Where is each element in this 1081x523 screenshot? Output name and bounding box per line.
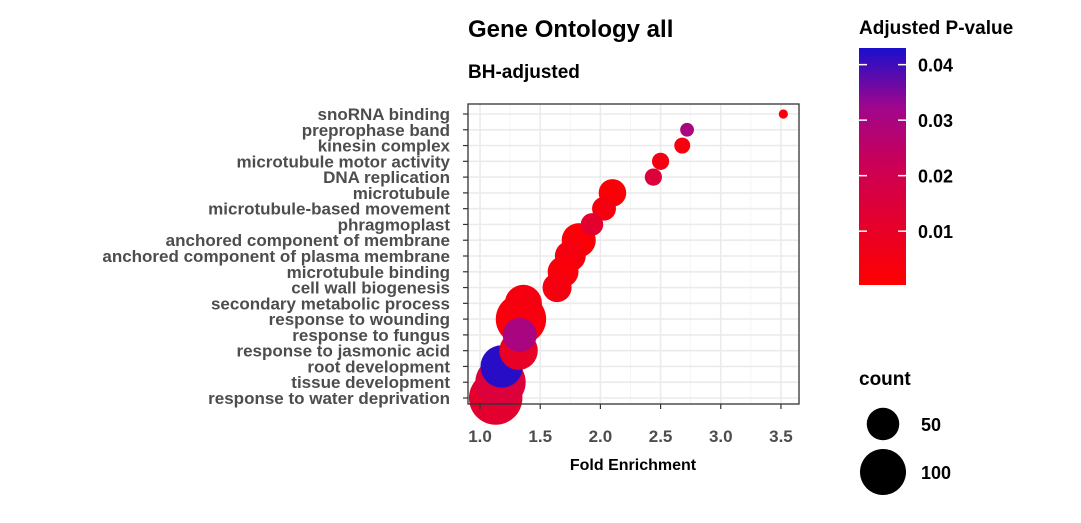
size-legend-dot xyxy=(866,407,900,441)
y-tick-label: microtubule binding xyxy=(287,263,450,282)
x-tick-label: 3.5 xyxy=(769,427,793,446)
y-tick-label: microtubule xyxy=(353,184,450,203)
y-tick-label: preprophase band xyxy=(302,121,450,140)
chart-subtitle: BH-adjusted xyxy=(468,62,580,83)
size-legend: 50 100 xyxy=(860,407,951,495)
y-tick-label: tissue development xyxy=(291,373,450,392)
x-tick-label: 2.5 xyxy=(649,427,673,446)
data-point xyxy=(502,317,537,352)
color-legend-label: 0.04 xyxy=(918,56,953,76)
x-axis-label: Fold Enrichment xyxy=(570,457,697,474)
data-point xyxy=(651,152,670,170)
size-legend-dot xyxy=(860,449,906,495)
y-tick-label: kinesin complex xyxy=(318,137,451,156)
y-tick-label: cell wall biogenesis xyxy=(291,279,450,298)
data-point xyxy=(592,196,616,221)
y-tick-label: secondary metabolic process xyxy=(211,294,450,313)
x-tick-label: 1.0 xyxy=(468,427,492,446)
data-point xyxy=(504,284,542,322)
x-tick-label: 2.0 xyxy=(589,427,613,446)
data-point xyxy=(644,168,662,186)
size-legend-label: 100 xyxy=(921,463,951,483)
x-axis: 1.0 1.5 2.0 2.5 3.0 3.5 xyxy=(468,404,793,446)
size-legend-title: count xyxy=(859,369,911,390)
color-legend-title: Adjusted P-value xyxy=(859,18,1013,39)
color-legend-ticks: 0.04 0.03 0.02 0.01 xyxy=(859,56,953,242)
y-tick-label: phragmoplast xyxy=(338,215,451,234)
y-tick-label: DNA replication xyxy=(323,168,450,187)
y-tick-label: anchored component of membrane xyxy=(166,231,450,250)
color-legend-label: 0.01 xyxy=(918,222,953,242)
color-legend-bar xyxy=(859,48,906,285)
chart-title: Gene Ontology all xyxy=(468,16,673,43)
x-tick-label: 3.0 xyxy=(709,427,733,446)
y-tick-label: microtubule motor activity xyxy=(237,152,451,171)
data-point xyxy=(580,213,604,236)
size-legend-label: 50 xyxy=(921,415,941,435)
y-tick-label: response to water deprivation xyxy=(208,389,450,408)
color-legend-label: 0.02 xyxy=(918,167,953,187)
y-tick-label: response to fungus xyxy=(292,326,450,345)
y-tick-label: microtubule-based movement xyxy=(208,200,450,219)
data-point xyxy=(680,122,694,137)
data-point xyxy=(542,273,572,303)
data-point xyxy=(778,109,788,119)
color-legend-label: 0.03 xyxy=(918,111,953,131)
data-points xyxy=(468,109,788,425)
y-tick-label: root development xyxy=(307,357,450,376)
y-tick-label: response to wounding xyxy=(269,310,450,329)
x-tick-label: 1.5 xyxy=(528,427,552,446)
y-tick-label: anchored component of plasma membrane xyxy=(102,247,450,266)
y-tick-label: snoRNA binding xyxy=(317,105,450,124)
plot-border xyxy=(467,103,800,405)
data-point xyxy=(674,137,691,154)
y-tick-label: response to jasmonic acid xyxy=(236,342,450,361)
